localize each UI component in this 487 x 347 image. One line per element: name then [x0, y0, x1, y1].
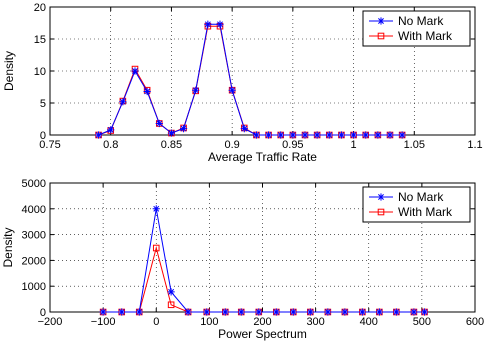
x-tick-label: 0.8 [103, 139, 118, 151]
data-point [272, 308, 280, 316]
data-point [277, 131, 285, 139]
y-tick-label: 0 [40, 130, 46, 142]
x-tick-label: 1.05 [404, 139, 425, 151]
x-tick-label: 400 [360, 316, 378, 328]
data-point [118, 308, 126, 316]
chart-power-spectrum: −200 −100 0 100 200 300 400 500 600 0 1000 2000 3000… [1, 178, 484, 341]
data-point [358, 308, 366, 316]
data-point [99, 308, 107, 316]
data-point [301, 131, 309, 139]
data-point [306, 308, 314, 316]
legend-label: With Mark [398, 205, 453, 219]
x-tick-label: 0 [153, 316, 159, 328]
x-tick-label: 1.1 [467, 139, 482, 151]
y-tick-label: 1000 [22, 281, 46, 293]
x-tick-label: 300 [306, 316, 324, 328]
legend-marker [377, 17, 385, 25]
y-tick-label: 3000 [22, 230, 46, 242]
data-point [410, 308, 418, 316]
data-point [192, 86, 200, 94]
legend-label: With Mark [398, 29, 453, 43]
data-point [119, 98, 127, 106]
data-point [167, 129, 176, 137]
x-tick-label: 600 [466, 316, 484, 328]
data-point [155, 119, 163, 128]
y-axis-label: Density [2, 51, 16, 91]
series-no-mark [99, 205, 429, 316]
legend-marker [377, 32, 385, 40]
legend-marker [377, 208, 385, 216]
data-point [135, 308, 143, 316]
data-point [349, 131, 358, 139]
y-tick-label: 10 [34, 66, 46, 78]
data-point [107, 126, 115, 134]
data-point [386, 131, 394, 139]
data-point [143, 87, 151, 96]
data-point [362, 131, 370, 139]
data-point [341, 308, 349, 316]
y-tick-label: 5000 [22, 178, 46, 190]
x-axis-label: Average Traffic Rate [208, 150, 317, 164]
data-point [228, 86, 236, 94]
y-axis-label: Density [1, 227, 15, 267]
x-tick-label: 100 [200, 316, 218, 328]
data-point [152, 244, 160, 252]
x-tick-label: 500 [413, 316, 431, 328]
data-point [204, 20, 212, 28]
x-tick-label: −100 [91, 316, 116, 328]
data-point [420, 308, 429, 316]
data-point [289, 308, 297, 316]
chart-traffic-rate: 0.75 0.8 0.85 0.9 0.95 1 1.05 1.1 0 5 10 15 20 Averag… [2, 2, 483, 164]
data-point [374, 131, 382, 139]
y-tick-label: 20 [34, 2, 46, 14]
data-point [392, 308, 400, 316]
x-tick-label: 0.95 [282, 139, 303, 151]
y-tick-label: 4000 [22, 204, 46, 216]
series-no-mark [94, 20, 406, 139]
data-point [289, 131, 297, 139]
x-tick-label: −200 [38, 316, 63, 328]
data-point [216, 20, 224, 28]
data-point [240, 125, 248, 133]
data-point [94, 131, 103, 139]
x-tick-label: 200 [253, 316, 271, 328]
legend-marker [377, 193, 385, 201]
x-tick-label: 0.85 [161, 139, 182, 151]
data-point [398, 131, 406, 139]
data-point [252, 131, 261, 139]
x-tick-label: 0.9 [224, 139, 239, 151]
data-point [337, 131, 346, 139]
legend-label: No Mark [398, 14, 444, 28]
data-point [325, 131, 333, 139]
y-tick-label: 2000 [22, 255, 46, 267]
x-tick-label: 0.75 [39, 139, 60, 151]
data-point [152, 205, 160, 213]
data-point [221, 308, 229, 316]
legend-box [362, 186, 471, 223]
legend-label: No Mark [398, 190, 444, 204]
x-axis-label: Power Spectrum [218, 327, 307, 341]
data-point [184, 308, 192, 316]
data-point [237, 308, 245, 316]
x-tick-label: 1 [351, 139, 357, 151]
data-point [264, 131, 273, 139]
data-point [255, 308, 263, 316]
legend-box [362, 10, 471, 47]
data-point [131, 67, 139, 75]
data-point [203, 308, 211, 316]
data-point [313, 131, 321, 139]
data-point [167, 301, 175, 309]
data-point [179, 125, 188, 133]
data-point [324, 308, 332, 316]
y-tick-label: 15 [34, 34, 46, 46]
y-tick-label: 0 [40, 307, 46, 319]
data-point [375, 308, 383, 316]
data-point [167, 288, 175, 296]
y-tick-label: 5 [40, 98, 46, 110]
